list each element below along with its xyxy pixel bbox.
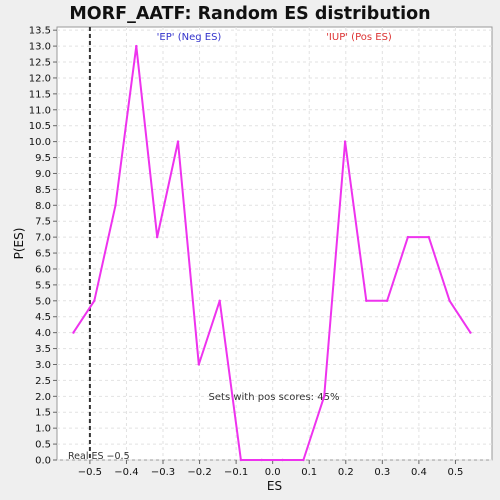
x-tick-label: 0.1 xyxy=(301,467,317,478)
y-tick-label: 9.0 xyxy=(35,169,51,180)
series-point xyxy=(343,140,347,143)
y-axis-label: P(ES) xyxy=(12,228,26,260)
y-tick-label: 3.5 xyxy=(35,344,51,355)
series-point xyxy=(93,299,96,303)
series-point xyxy=(260,458,263,462)
y-tick-label: 11.5 xyxy=(29,89,51,100)
x-tick-label: −0.2 xyxy=(187,467,211,478)
x-tick-label: 0.3 xyxy=(374,467,390,478)
series-point xyxy=(448,299,451,303)
neg-es-label: 'EP' (Neg ES) xyxy=(157,32,222,43)
series-point xyxy=(218,299,221,303)
x-tick-label: 0.4 xyxy=(411,467,427,478)
y-tick-label: 13.0 xyxy=(29,42,51,53)
real-es-label: Real ES −0.5 xyxy=(68,451,130,462)
series-point xyxy=(197,363,201,366)
y-tick-label: 6.0 xyxy=(35,264,51,275)
pos-es-label: 'IUP' (Pos ES) xyxy=(326,32,392,43)
x-axis: −0.5 −0.4 −0.3 −0.2 −0.1 0.0 0.1 0.2 0.3 0.4 0.5 xyxy=(78,460,463,478)
series-points xyxy=(72,44,472,462)
y-tick-label: 3.0 xyxy=(35,360,51,371)
series-point xyxy=(281,458,284,462)
x-tick-label: 0.5 xyxy=(447,467,463,478)
series-point xyxy=(72,331,75,334)
y-tick-label: 5.5 xyxy=(35,280,51,291)
y-tick-label: 9.5 xyxy=(35,153,51,164)
y-axis: 0.0 0.5 1.0 1.5 2.0 2.5 3.0 3.5 4.0 4.5 5.0 5.5 6.0 6… xyxy=(29,26,57,467)
series-point xyxy=(155,235,159,239)
series-point xyxy=(176,140,180,143)
x-tick-label: −0.3 xyxy=(151,467,175,478)
x-tick-label: 0.2 xyxy=(338,467,354,478)
series-point xyxy=(427,235,430,239)
y-tick-label: 8.0 xyxy=(35,201,51,212)
series-line xyxy=(72,45,472,461)
x-tick-label: 0.0 xyxy=(265,467,281,478)
y-tick-label: 1.0 xyxy=(35,424,51,435)
series-point xyxy=(365,299,368,303)
chart-title: MORF_AATF: Random ES distribution xyxy=(69,4,430,24)
y-tick-label: 12.0 xyxy=(29,73,51,84)
y-tick-label: 1.5 xyxy=(35,408,51,419)
y-tick-label: 4.0 xyxy=(35,328,51,339)
series-point xyxy=(135,44,138,48)
y-tick-label: 2.5 xyxy=(35,376,51,387)
y-tick-label: 7.5 xyxy=(35,217,51,228)
pos-scores-label: Sets with pos scores: 45% xyxy=(209,392,340,403)
y-tick-label: 7.0 xyxy=(35,233,51,244)
y-tick-label: 6.5 xyxy=(35,249,51,260)
y-tick-label: 4.5 xyxy=(35,312,51,323)
series-point xyxy=(385,299,389,303)
y-tick-label: 13.5 xyxy=(29,26,51,37)
y-tick-label: 2.0 xyxy=(35,392,51,403)
y-tick-label: 0.5 xyxy=(35,440,51,451)
y-tick-label: 11.0 xyxy=(29,105,51,116)
y-tick-label: 0.0 xyxy=(35,456,51,467)
x-tick-label: −0.4 xyxy=(114,467,138,478)
x-tick-label: −0.5 xyxy=(78,467,102,478)
x-axis-label: ES xyxy=(267,479,282,493)
y-tick-label: 12.5 xyxy=(29,58,51,69)
series-point xyxy=(406,235,410,239)
x-tick-label: −0.1 xyxy=(224,467,248,478)
y-tick-label: 8.5 xyxy=(35,185,51,196)
series-point xyxy=(323,395,326,398)
series-point xyxy=(302,458,305,462)
y-tick-label: 5.0 xyxy=(35,296,51,307)
y-tick-label: 10.0 xyxy=(29,137,51,148)
y-tick-label: 10.5 xyxy=(29,121,51,132)
series-point xyxy=(469,331,472,334)
series-point xyxy=(239,458,243,462)
series-point xyxy=(114,204,117,207)
